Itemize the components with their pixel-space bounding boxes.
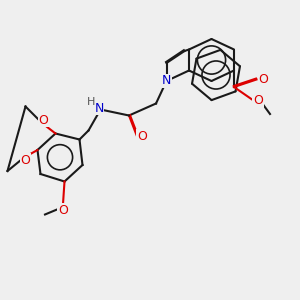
Text: O: O xyxy=(253,94,263,107)
Text: O: O xyxy=(137,130,147,143)
Text: O: O xyxy=(39,113,48,127)
Text: N: N xyxy=(162,74,171,88)
Text: O: O xyxy=(258,73,268,86)
Text: H: H xyxy=(87,97,95,107)
Text: O: O xyxy=(58,203,68,217)
Text: O: O xyxy=(21,154,30,167)
Text: N: N xyxy=(94,101,104,115)
